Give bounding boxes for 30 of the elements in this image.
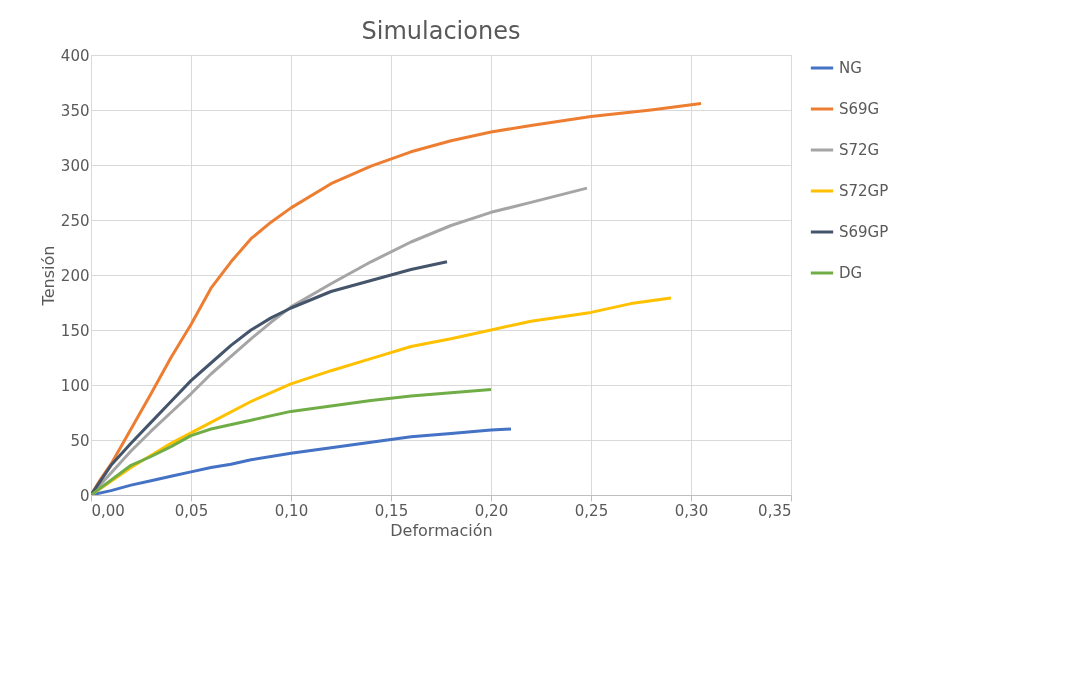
line-series bbox=[91, 427, 513, 495]
y-axis-title: Tensión bbox=[38, 245, 58, 307]
y-tick-label: 150 bbox=[60, 321, 90, 340]
legend-label: S72G bbox=[839, 141, 880, 159]
y-tick-label: 200 bbox=[60, 266, 90, 285]
x-tick-label: 0,35 bbox=[758, 501, 792, 520]
x-tick-label: 0,25 bbox=[574, 501, 609, 520]
legend-label: S72GP bbox=[839, 182, 889, 200]
line-series bbox=[91, 260, 449, 495]
y-tick-label: 0 bbox=[79, 486, 90, 505]
legend-label: DG bbox=[839, 264, 863, 282]
y-tick-label: 100 bbox=[60, 376, 90, 395]
legend-label: NG bbox=[839, 59, 862, 77]
y-tick-label: 350 bbox=[60, 101, 90, 120]
y-tick-label: 400 bbox=[60, 46, 90, 65]
x-axis-title: Deformación bbox=[390, 520, 493, 540]
y-tick-label: 250 bbox=[60, 211, 90, 230]
legend-label: S69G bbox=[839, 100, 880, 118]
x-tick-label: 0,05 bbox=[174, 501, 209, 520]
y-tick-label: 50 bbox=[70, 431, 90, 450]
chart-title: Simulaciones bbox=[361, 17, 521, 45]
line-series bbox=[91, 101, 703, 495]
legend-label: S69GP bbox=[839, 223, 889, 241]
y-tick-label: 300 bbox=[60, 156, 90, 175]
x-tick-label: 0,20 bbox=[474, 501, 509, 520]
x-tick-label: 0,15 bbox=[374, 501, 409, 520]
line-series bbox=[91, 387, 493, 495]
x-tick-label: 0,30 bbox=[674, 501, 709, 520]
x-tick-label: 0,10 bbox=[274, 501, 309, 520]
x-tick-label: 0,00 bbox=[91, 501, 125, 520]
